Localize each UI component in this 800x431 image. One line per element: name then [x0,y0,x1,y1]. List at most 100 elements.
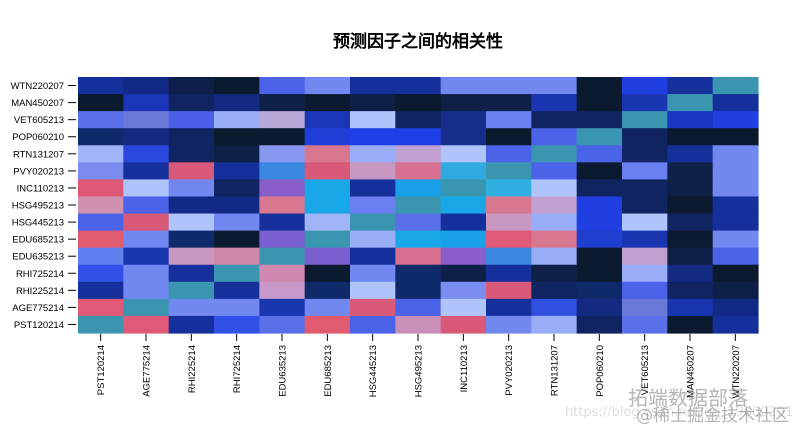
heatmap-cell [214,162,260,180]
heatmap-cell [576,179,623,198]
heatmap-cell [531,264,578,283]
heatmap-cell [259,162,306,180]
heatmap-cell [304,145,351,163]
heatmap-cell [440,230,487,249]
row-label: VET605213 [14,115,64,126]
heatmap-cell [667,179,714,198]
heatmap-cell [712,298,759,317]
heatmap-cell [576,111,623,129]
heatmap-cell [78,128,124,146]
heatmap-cell [440,77,487,95]
heatmap-cell [304,230,351,249]
heatmap-cell [304,281,351,300]
column-label: AGE775214 [142,345,153,397]
heatmap-cell [712,128,759,146]
heatmap-cell [667,145,714,163]
column-label: VET605213 [640,345,651,395]
heatmap-cell [622,128,668,146]
heatmap-cell [531,179,578,198]
heatmap-cell [168,281,215,300]
column-label: PVY020213 [504,345,515,396]
heatmap-cell [712,179,759,198]
heatmap-cell [214,77,260,95]
heatmap-cell [667,94,714,112]
heatmap-cell [712,230,759,249]
heatmap-cell [350,196,396,215]
heatmap-cell [440,179,487,198]
heatmap-cell [78,264,124,283]
heatmap-cell [304,128,351,146]
heatmap-cell [440,247,487,266]
heatmap-cell [576,230,623,249]
heatmap-cell [531,247,578,266]
column-label: HSG445213 [368,345,379,397]
row-label: MAN450207 [11,98,64,109]
heatmap-cell [259,315,306,334]
column-label: HSG495213 [414,345,425,397]
heatmap-cell [350,281,396,300]
heatmap-cell [395,128,442,146]
heatmap-cell [214,128,260,146]
heatmap-cell [350,111,396,129]
row-label: EDU685213 [12,235,64,246]
row-label: HSG445213 [12,218,64,229]
heatmap-cell [123,94,170,112]
heatmap-cell [622,111,668,129]
heatmap-cell [712,213,759,232]
heatmap-cell [395,77,442,95]
row-label: WTN220207 [11,81,64,92]
heatmap-cell [667,111,714,129]
heatmap-cell [395,111,442,129]
heatmap-cell [440,281,487,300]
heatmap-cell [214,315,260,334]
heatmap-cell [712,111,759,129]
heatmap-cell [259,145,306,163]
heatmap-cell [712,196,759,215]
heatmap-cell [214,111,260,129]
heatmap-cell [486,179,532,198]
heatmap-cell [304,264,351,283]
heatmap-cell [395,281,442,300]
heatmap-cell [486,111,532,129]
heatmap-cell [304,315,351,334]
heatmap-cell [350,145,396,163]
heatmap-cell [259,264,306,283]
heatmap-cell [712,281,759,300]
heatmap-cell [576,281,623,300]
heatmap-cell [576,94,623,112]
heatmap-cell [622,213,668,232]
heatmap-cell [486,298,532,317]
heatmap-cell [214,264,260,283]
heatmap-cell [395,298,442,317]
heatmap-cell [486,94,532,112]
heatmap-cell [350,247,396,266]
heatmap-cell [78,111,124,129]
heatmap-cell [78,77,124,95]
heatmap-cell [259,111,306,129]
heatmap-cell [123,281,170,300]
heatmap-cell [486,196,532,215]
heatmap-cell [622,281,668,300]
heatmap-cells [78,77,759,334]
heatmap-cell [123,230,170,249]
heatmap-cell [123,247,170,266]
heatmap-cell [395,162,442,180]
heatmap-cell [214,298,260,317]
heatmap-cell [576,128,623,146]
heatmap-cell [123,179,170,198]
heatmap-cell [576,196,623,215]
heatmap-cell [712,77,759,95]
column-label: PST120214 [96,345,107,395]
heatmap-cell [168,77,215,95]
heatmap-cell [168,162,215,180]
heatmap-cell [440,298,487,317]
heatmap-cell [123,162,170,180]
heatmap-cell [214,196,260,215]
heatmap-cell [304,196,351,215]
heatmap-cell [576,264,623,283]
heatmap-cell [667,128,714,146]
heatmap-cell [259,179,306,198]
heatmap-cell [486,162,532,180]
heatmap-cell [531,281,578,300]
heatmap-cell [214,247,260,266]
